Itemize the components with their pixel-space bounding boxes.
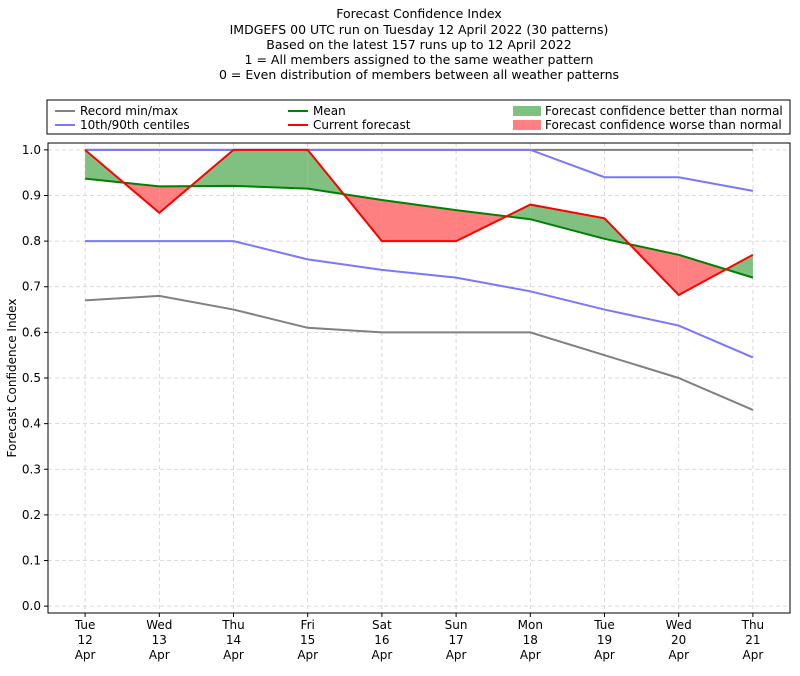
subtitle: IMDGEFS 00 UTC run on Tuesday 12 April 2… — [230, 22, 609, 37]
legend-label: Forecast confidence better than normal — [545, 104, 783, 118]
confidence-fill — [678, 254, 727, 295]
legend-swatch — [513, 106, 541, 116]
band-min-line — [85, 294, 754, 411]
legend-label: 10th/90th centiles — [80, 118, 190, 132]
legend-label: Mean — [313, 104, 346, 118]
x-tick-label: Thu 21 Apr — [741, 618, 765, 662]
y-tick-label: 0.0 — [22, 599, 41, 613]
x-tick-label: Tue 19 Apr — [593, 618, 615, 662]
title-block: Forecast Confidence Index IMDGEFS 00 UTC… — [219, 6, 619, 82]
legend-label: Forecast confidence worse than normal — [545, 118, 782, 132]
band-max-line — [85, 148, 754, 192]
plot-frame — [47, 142, 791, 614]
x-tick-label: Wed 20 Apr — [666, 618, 692, 662]
confidence-fill — [530, 204, 605, 239]
confidence-fill — [123, 182, 160, 213]
y-tick-label: 0.3 — [22, 462, 41, 476]
y-tick-label: 0.8 — [22, 234, 41, 248]
legend-swatch — [513, 120, 541, 130]
y-tick-label: 0.1 — [22, 554, 41, 568]
x-tick-label: Wed 13 Apr — [146, 618, 172, 662]
x-tick-label: Tue 12 Apr — [74, 618, 96, 662]
x-tick-label: Thu 14 Apr — [221, 618, 245, 662]
x-tick-label: Mon 18 Apr — [518, 618, 543, 662]
series-line — [84, 148, 754, 297]
legend-label: Record min/max — [80, 104, 178, 118]
x-tick-label: Fri 15 Apr — [297, 618, 318, 662]
y-tick-label: 0.2 — [22, 508, 41, 522]
y-tick-label: 0.4 — [22, 417, 41, 431]
legend-label: Current forecast — [313, 118, 411, 132]
chart-title: Forecast Confidence Index — [336, 6, 502, 21]
subtitle: 1 = All members assigned to the same wea… — [245, 52, 594, 67]
x-tick-label: Sat 16 Apr — [372, 618, 393, 662]
legend-box — [46, 99, 791, 135]
y-tick-label: 1.0 — [22, 143, 41, 157]
y-tick-label: 0.7 — [22, 280, 41, 294]
confidence-fill — [456, 210, 507, 242]
band-min-line — [85, 240, 754, 359]
y-tick-label: 0.5 — [22, 371, 41, 385]
y-axis-label: Forecast Confidence Index — [5, 299, 19, 458]
confidence-fill — [381, 200, 457, 242]
confidence-fill — [233, 149, 308, 189]
y-tick-label: 0.9 — [22, 188, 41, 202]
confidence-fill — [726, 254, 753, 278]
subtitle: Based on the latest 157 runs up to 12 Ap… — [266, 37, 571, 52]
y-tick-label: 0.6 — [22, 325, 41, 339]
series-line — [84, 177, 754, 279]
x-tick-label: Sun 17 Apr — [445, 618, 468, 662]
subtitle: 0 = Even distribution of members between… — [219, 67, 619, 82]
